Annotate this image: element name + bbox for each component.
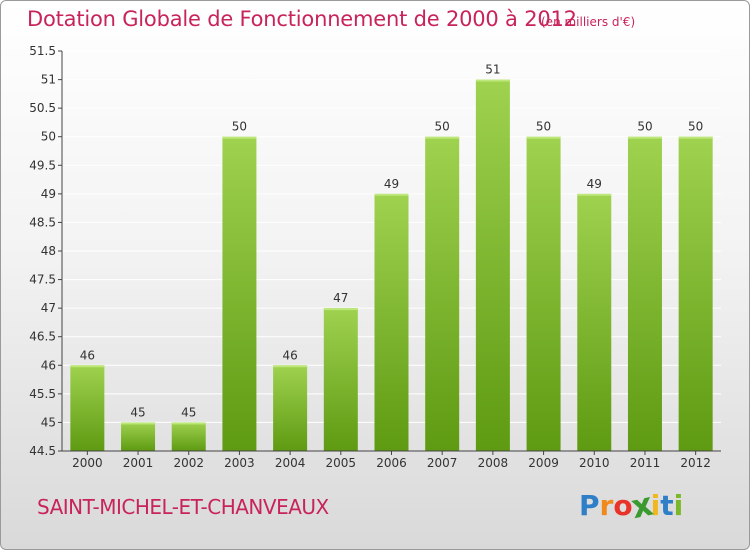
y-tick-label: 48.5 bbox=[29, 215, 56, 229]
data-labels: 46 45 45 50 46 47 49 50 51 50 49 50 50 bbox=[80, 63, 704, 420]
y-tick-label: 51.5 bbox=[29, 44, 56, 58]
bar-highlight bbox=[627, 136, 662, 139]
x-tick-label: 2002 bbox=[173, 456, 204, 470]
bar-highlight bbox=[323, 308, 358, 311]
logo-letter: r bbox=[599, 489, 614, 522]
axes: 44.5 45 45.5 46 46.5 47 47.5 48 48.5 49 49.5 50 50.5… bbox=[29, 44, 721, 470]
y-tick-label: 45.5 bbox=[29, 387, 56, 401]
bar-2012[interactable] bbox=[678, 136, 713, 451]
data-label: 50 bbox=[688, 120, 703, 134]
y-tick-label: 50.5 bbox=[29, 101, 56, 115]
data-label: 50 bbox=[536, 120, 551, 134]
y-tick-label: 45 bbox=[41, 415, 56, 429]
data-label: 45 bbox=[181, 405, 196, 419]
logo-letter: i bbox=[673, 489, 684, 522]
bar-2011[interactable] bbox=[627, 136, 662, 451]
data-label: 50 bbox=[435, 120, 450, 134]
data-label: 49 bbox=[384, 177, 399, 191]
y-tick-label: 51 bbox=[41, 73, 56, 87]
bar-highlight bbox=[273, 365, 308, 368]
y-tick-label: 49 bbox=[41, 187, 56, 201]
logo-letter: i bbox=[650, 489, 661, 522]
bars bbox=[70, 79, 713, 452]
x-tick-label: 2001 bbox=[123, 456, 154, 470]
x-tick-label: 2009 bbox=[528, 456, 559, 470]
bar-highlight bbox=[475, 79, 510, 82]
data-label: 46 bbox=[80, 348, 95, 362]
y-tick-label: 50 bbox=[41, 130, 56, 144]
bar-2000[interactable] bbox=[70, 365, 105, 451]
data-label: 50 bbox=[232, 120, 247, 134]
bar-highlight bbox=[577, 193, 612, 196]
bar-2002[interactable] bbox=[171, 422, 206, 451]
data-label: 49 bbox=[587, 177, 602, 191]
bar-2006[interactable] bbox=[374, 193, 409, 451]
y-tick-label: 48 bbox=[41, 244, 56, 258]
bar-2010[interactable] bbox=[577, 193, 612, 451]
proxiti-logo[interactable]: Proxiti bbox=[579, 485, 684, 526]
bar-highlight bbox=[171, 422, 206, 425]
y-tick-label: 46 bbox=[41, 358, 56, 372]
data-label: 47 bbox=[333, 291, 348, 305]
x-tick-label: 2005 bbox=[326, 456, 357, 470]
bar-highlight bbox=[678, 136, 713, 139]
bar-highlight bbox=[121, 422, 156, 425]
y-tick-label: 47.5 bbox=[29, 273, 56, 287]
bar-highlight bbox=[374, 193, 409, 196]
bar-2007[interactable] bbox=[425, 136, 460, 451]
bar-2003[interactable] bbox=[222, 136, 257, 451]
bar-highlight bbox=[526, 136, 561, 139]
x-tick-label: 2007 bbox=[427, 456, 458, 470]
data-label: 51 bbox=[485, 63, 500, 77]
bar-2004[interactable] bbox=[273, 365, 308, 451]
bar-2008[interactable] bbox=[475, 79, 510, 452]
chart-unit: (en milliers d'€) bbox=[541, 15, 636, 29]
y-tick-label: 49.5 bbox=[29, 158, 56, 172]
logo-letter: t bbox=[660, 489, 674, 522]
bar-highlight bbox=[222, 136, 257, 139]
bar-2001[interactable] bbox=[121, 422, 156, 451]
bar-2009[interactable] bbox=[526, 136, 561, 451]
x-tick-label: 2003 bbox=[224, 456, 255, 470]
x-tick-label: 2011 bbox=[630, 456, 661, 470]
bar-highlight bbox=[425, 136, 460, 139]
x-tick-label: 2010 bbox=[579, 456, 610, 470]
commune-name: SAINT-MICHEL-ET-CHANVEAUX bbox=[37, 495, 329, 519]
bar-2005[interactable] bbox=[323, 308, 358, 451]
x-tick-label: 2000 bbox=[72, 456, 103, 470]
y-tick-label: 46.5 bbox=[29, 330, 56, 344]
data-label: 50 bbox=[637, 120, 652, 134]
x-tick-label: 2006 bbox=[376, 456, 407, 470]
x-tick-label: 2012 bbox=[680, 456, 711, 470]
data-label: 46 bbox=[282, 348, 297, 362]
data-label: 45 bbox=[130, 405, 145, 419]
y-tick-label: 47 bbox=[41, 301, 56, 315]
x-tick-label: 2004 bbox=[275, 456, 306, 470]
logo-letter: o bbox=[613, 489, 633, 522]
bar-highlight bbox=[70, 365, 105, 368]
y-tick-label: 44.5 bbox=[29, 444, 56, 458]
logo-letter: P bbox=[579, 489, 600, 522]
x-tick-label: 2008 bbox=[478, 456, 509, 470]
chart-title: Dotation Globale de Fonctionnement de 20… bbox=[27, 7, 577, 31]
